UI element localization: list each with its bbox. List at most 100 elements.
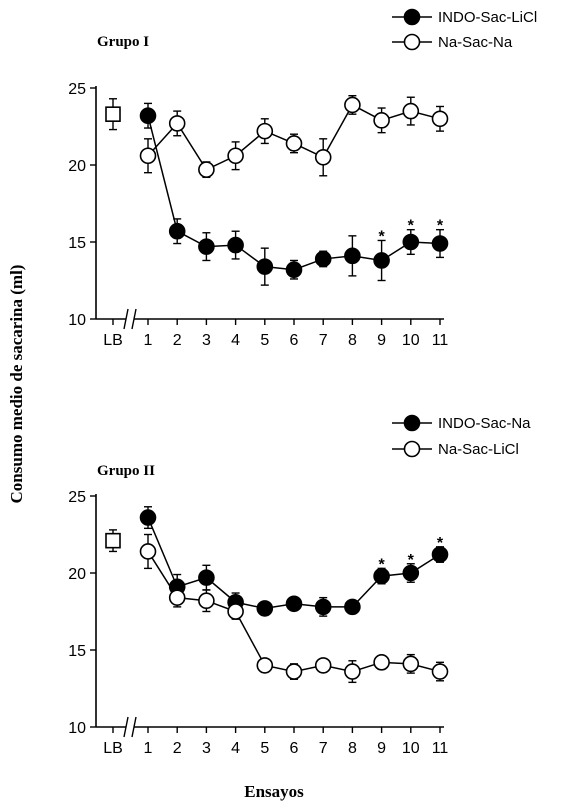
data-point bbox=[139, 543, 157, 560]
legend-entry: Na-Sac-LiCl bbox=[392, 440, 519, 458]
data-point bbox=[227, 147, 244, 165]
significance-star: * bbox=[408, 218, 415, 235]
y-axis-label: Consumo medio de sacarina (ml) bbox=[7, 265, 26, 504]
legend-marker bbox=[403, 414, 421, 432]
data-point bbox=[344, 663, 361, 680]
data-point bbox=[373, 567, 390, 585]
data-point bbox=[402, 102, 420, 120]
data-point bbox=[344, 247, 361, 265]
y-tick-label: 15 bbox=[68, 643, 86, 660]
panel-title: Grupo I bbox=[97, 34, 149, 50]
x-tick-label: 3 bbox=[202, 332, 211, 349]
x-tick-label: 1 bbox=[144, 332, 153, 349]
data-point bbox=[285, 135, 303, 152]
data-point bbox=[431, 663, 449, 680]
data-point bbox=[431, 110, 449, 128]
series-open bbox=[139, 533, 449, 684]
data-point bbox=[256, 600, 274, 617]
significance-star: * bbox=[437, 218, 444, 235]
series-line bbox=[147, 517, 441, 610]
panel-grupo-i: Grupo I 10 15 20 25 LB 1 2 3 4 5 6 7 8 9 10 11 * * * INDO-Sa… bbox=[68, 8, 537, 349]
x-tick-label: 10 bbox=[402, 740, 420, 757]
data-point bbox=[198, 238, 215, 255]
data-point bbox=[139, 147, 157, 165]
legend-entry: INDO-Sac-Na bbox=[392, 414, 531, 432]
series-open bbox=[139, 94, 449, 179]
x-axis-label: Ensayos bbox=[244, 782, 304, 801]
legend-label: INDO-Sac-Na bbox=[438, 415, 531, 432]
y-tick-label: 25 bbox=[68, 81, 86, 98]
series-filled: * * * bbox=[139, 506, 449, 617]
x-tick-label: 5 bbox=[260, 740, 269, 757]
panel-title: Grupo II bbox=[97, 463, 155, 479]
x-tick-label: 9 bbox=[377, 740, 386, 757]
x-tick-label: 6 bbox=[290, 740, 299, 757]
data-point bbox=[198, 161, 215, 178]
y-tick-label: 20 bbox=[68, 566, 86, 583]
data-point bbox=[198, 592, 215, 610]
x-tick-label: 7 bbox=[319, 740, 328, 757]
data-point bbox=[227, 603, 244, 620]
panel-grupo-ii: Grupo II 10 15 20 25 LB 1 2 3 4 5 6 7 8 9 10 11 * * * INDO-S… bbox=[68, 414, 531, 757]
data-point bbox=[139, 107, 157, 125]
data-point bbox=[402, 564, 420, 582]
y-tick-label: 10 bbox=[68, 312, 86, 329]
data-point bbox=[285, 663, 303, 680]
legend-label: INDO-Sac-LiCl bbox=[438, 9, 537, 26]
axis-break-mark bbox=[123, 716, 129, 738]
legend-entry: Na-Sac-Na bbox=[392, 33, 513, 51]
x-tick-label: 8 bbox=[348, 332, 357, 349]
data-point bbox=[402, 233, 420, 251]
x-tick-label: 11 bbox=[432, 332, 449, 349]
baseline-marker bbox=[105, 532, 121, 549]
x-tick-label: 3 bbox=[202, 740, 211, 757]
x-tick-label: 4 bbox=[231, 740, 240, 757]
data-point bbox=[314, 149, 332, 166]
y-tick-label: 15 bbox=[68, 235, 86, 252]
x-tick-label: LB bbox=[103, 740, 123, 757]
legend-marker bbox=[403, 33, 421, 51]
x-tick-label: 4 bbox=[231, 332, 240, 349]
data-point bbox=[373, 252, 390, 269]
legend-label: Na-Sac-LiCl bbox=[438, 441, 519, 458]
data-point bbox=[431, 235, 449, 252]
x-tick-label: 10 bbox=[402, 332, 420, 349]
data-point bbox=[256, 258, 274, 275]
legend-marker bbox=[403, 8, 421, 26]
data-point bbox=[168, 589, 186, 606]
data-point bbox=[168, 115, 186, 132]
data-point bbox=[373, 654, 390, 671]
data-point bbox=[285, 261, 303, 279]
data-point bbox=[314, 598, 332, 616]
data-point bbox=[198, 569, 215, 586]
x-tick-label: 7 bbox=[319, 332, 328, 349]
x-tick-label: 2 bbox=[173, 740, 182, 757]
axis-break-mark bbox=[131, 716, 137, 738]
data-point bbox=[227, 236, 244, 254]
data-point bbox=[373, 112, 390, 129]
data-point bbox=[344, 598, 361, 616]
data-point bbox=[285, 595, 303, 613]
y-tick-label: 20 bbox=[68, 158, 86, 175]
data-point bbox=[256, 657, 274, 674]
x-tick-label: 8 bbox=[348, 740, 357, 757]
axis-break-mark bbox=[123, 308, 129, 330]
significance-star: * bbox=[378, 228, 385, 245]
significance-star: * bbox=[437, 535, 444, 552]
x-tick-label: 11 bbox=[432, 740, 449, 757]
data-point bbox=[139, 509, 157, 526]
x-tick-label: 5 bbox=[260, 332, 269, 349]
data-point bbox=[314, 250, 332, 268]
x-tick-label: 1 bbox=[144, 740, 153, 757]
x-tick-label: 6 bbox=[290, 332, 299, 349]
legend-entry: INDO-Sac-LiCl bbox=[392, 8, 537, 26]
data-point bbox=[344, 96, 361, 114]
legend-label: Na-Sac-Na bbox=[438, 34, 513, 51]
data-point bbox=[314, 657, 332, 674]
significance-star: * bbox=[378, 556, 385, 573]
x-tick-label: 2 bbox=[173, 332, 182, 349]
data-point bbox=[168, 222, 186, 240]
baseline-marker bbox=[105, 106, 121, 122]
y-tick-label: 25 bbox=[68, 489, 86, 506]
